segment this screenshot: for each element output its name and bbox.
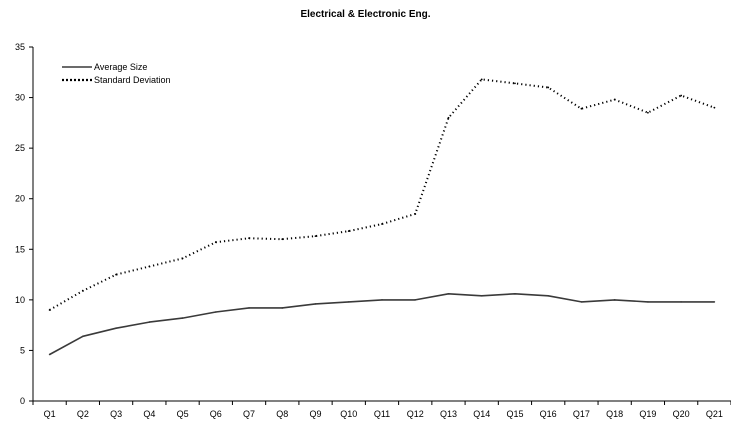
x-tick-label: Q6 [210,409,222,419]
x-tick-label: Q20 [673,409,690,419]
y-tick-label: 0 [20,396,25,406]
x-tick-label: Q8 [276,409,288,419]
data-point [81,289,84,292]
data-point [314,235,317,238]
data-point [547,86,550,89]
y-tick-label: 10 [15,295,25,305]
x-tick-label: Q3 [110,409,122,419]
y-tick-label: 20 [15,194,25,204]
data-point [547,295,549,297]
x-tick-label: Q10 [340,409,357,419]
data-point [148,265,151,268]
data-point [514,292,516,295]
y-tick-label: 15 [15,244,25,254]
data-point [414,299,417,301]
data-point [381,299,383,301]
data-point [82,335,84,338]
chart-title: Electrical & Electronic Eng. [300,9,431,20]
x-tick-label: Q2 [77,409,89,419]
x-tick-label: Q19 [639,409,656,419]
data-point [514,82,516,85]
data-point [248,307,250,309]
data-point [580,107,583,110]
series-line-standard-deviation [49,78,715,311]
data-point [347,301,350,303]
x-tick-label: Q5 [177,409,189,419]
x-tick-label: Q4 [143,409,155,419]
x-tick-label: Q15 [506,409,523,419]
data-point [347,230,350,232]
data-point [480,78,483,81]
x-tick-label: Q17 [573,409,590,419]
y-tick-label: 35 [15,42,25,52]
x-tick-label: Q9 [310,409,322,419]
data-point [115,327,117,329]
data-point [480,295,483,297]
x-tick-label: Q13 [440,409,457,419]
series-line-average-size [49,292,715,356]
data-point [215,311,217,313]
data-point [181,317,184,319]
data-point [647,301,649,303]
x-tick-label: Q18 [606,409,623,419]
legend: Average Size Standard Deviation [62,62,171,85]
data-point [613,98,616,101]
data-point [248,237,250,240]
legend-label: Standard Deviation [94,75,171,85]
data-point [713,106,716,109]
series-layer [48,78,716,356]
data-point [414,212,417,215]
x-axis-ticks: Q1 Q2 Q3 Q4 Q5 Q6 Q7 Q8 Q9 Q10 Q11 Q12 Q13 Q14 Q15 Q16 Q… [32,401,731,419]
data-point [680,94,683,97]
y-axis-ticks: 0 5 10 15 20 25 30 35 [15,42,33,406]
data-point [647,111,649,114]
legend-label: Average Size [94,62,147,72]
data-point [381,223,383,225]
data-point [281,307,284,309]
x-tick-label: Q21 [706,409,723,419]
data-point [713,301,716,303]
y-tick-label: 5 [20,345,25,355]
data-point [148,321,151,323]
x-tick-label: Q11 [374,409,390,419]
x-tick-label: Q1 [44,409,56,419]
data-point [680,301,682,303]
data-point [613,299,616,301]
data-point [314,303,317,305]
x-tick-label: Q12 [407,409,424,419]
x-tick-label: Q14 [473,409,490,419]
data-point [181,257,184,260]
data-point [48,353,51,356]
x-tick-label: Q7 [243,409,255,419]
data-point [447,116,450,119]
y-tick-label: 25 [15,143,25,153]
data-point [48,309,51,311]
data-point [281,238,284,241]
data-point [214,241,217,244]
y-tick-label: 30 [15,93,25,103]
data-point [115,273,117,276]
data-point [447,292,450,295]
axes [32,47,731,402]
x-tick-label: Q16 [540,409,557,419]
data-point [580,301,583,303]
